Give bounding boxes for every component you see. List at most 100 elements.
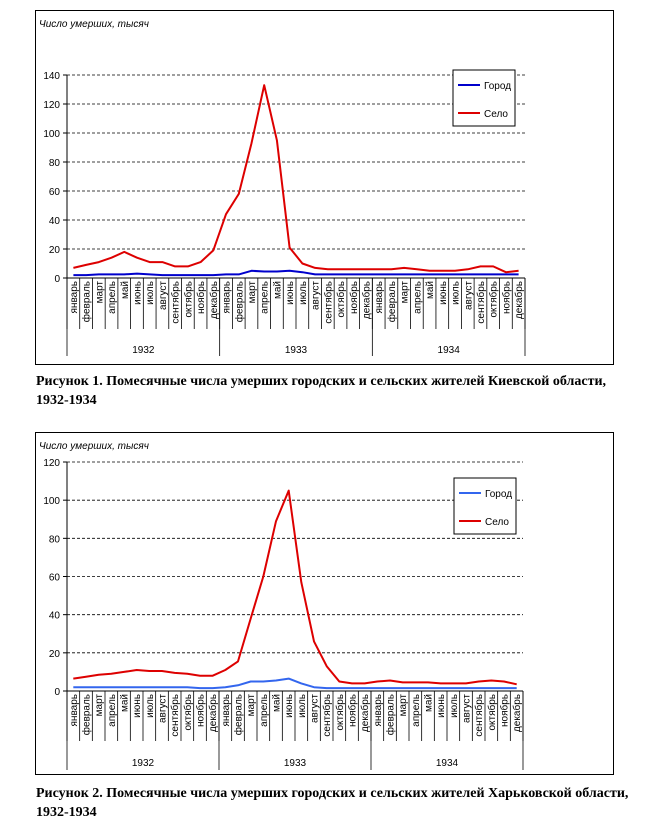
y-tick-label: 80	[49, 158, 61, 169]
month-label: январь	[221, 694, 232, 726]
month-label: апрель	[260, 281, 271, 314]
year-label: 1932	[132, 345, 155, 356]
month-label: июнь	[132, 694, 143, 718]
month-label: ноябрь	[195, 281, 207, 314]
month-label: январь	[222, 281, 233, 313]
month-label: январь	[373, 694, 384, 726]
legend-label: Город	[484, 81, 511, 92]
month-label: март	[398, 694, 409, 717]
month-label: октябрь	[486, 694, 498, 731]
chart-1-frame: Число умерших, тысяч 0 20 40 60 80 100 120 140 ян…	[35, 10, 614, 365]
month-label: апрель	[259, 694, 270, 727]
month-label: декабрь	[513, 281, 525, 319]
month-label: август	[158, 281, 169, 310]
city-series-line	[73, 269, 519, 277]
month-label: апрель	[411, 694, 422, 727]
month-label: октябрь	[488, 281, 500, 318]
month-label: март	[94, 281, 105, 304]
month-label: октябрь	[182, 694, 194, 731]
month-label: январь	[69, 694, 80, 726]
y-tick-label: 60	[49, 187, 61, 198]
y-tick-label: 100	[43, 129, 60, 140]
month-label: март	[94, 694, 105, 717]
month-label: июнь	[284, 694, 295, 718]
month-label: ноябрь	[499, 694, 511, 727]
month-label: июнь	[285, 281, 296, 305]
year-label: 1933	[285, 345, 308, 356]
month-label: сентябрь	[322, 281, 334, 324]
month-label: май	[120, 281, 131, 299]
month-label: август	[463, 281, 474, 310]
legend-label: Село	[484, 109, 508, 120]
month-label: февраль	[386, 281, 398, 322]
month-label: декабрь	[359, 694, 371, 732]
month-label: июнь	[438, 281, 449, 305]
legend-label: Село	[485, 517, 509, 528]
month-label: март	[247, 281, 258, 304]
legend-label: Город	[485, 489, 512, 500]
month-label: июль	[298, 281, 309, 305]
month-label: февраль	[81, 694, 93, 735]
month-label: апрель	[412, 281, 423, 314]
month-label: июнь	[132, 281, 143, 305]
y-tick-label: 80	[49, 534, 61, 545]
y-tick-label: 40	[49, 216, 61, 227]
month-label: сентябрь	[473, 694, 485, 737]
legend-box	[453, 477, 517, 535]
y-axis-title: Число умерших, тысяч	[39, 441, 149, 452]
month-label: ноябрь	[195, 694, 207, 727]
month-label: май	[272, 281, 283, 299]
month-label: июль	[451, 281, 462, 305]
month-label: июль	[145, 281, 156, 305]
month-label: февраль	[81, 281, 93, 322]
month-label: август	[462, 694, 473, 723]
y-tick-label: 40	[49, 611, 61, 622]
month-label: май	[120, 694, 131, 712]
year-label: 1932	[132, 758, 155, 769]
month-label: август	[158, 694, 169, 723]
month-label: март	[400, 281, 411, 304]
month-label: декабрь	[511, 694, 523, 732]
figure-1-caption: Рисунок 1. Помесячные числа умерших горо…	[36, 374, 607, 408]
y-tick-label: 60	[49, 573, 61, 584]
month-label: январь	[69, 281, 80, 313]
month-label: август	[310, 694, 321, 723]
month-label: март	[246, 694, 257, 717]
month-label: июль	[449, 694, 460, 718]
month-label: сентябрь	[169, 694, 181, 737]
y-tick-label: 20	[49, 649, 61, 660]
village-series-line	[73, 84, 519, 274]
month-label: май	[424, 694, 435, 712]
month-label: декабрь	[360, 281, 372, 319]
month-label: январь	[374, 281, 385, 313]
y-tick-label: 120	[43, 458, 60, 469]
year-label: 1934	[436, 758, 459, 769]
month-label: ноябрь	[347, 694, 359, 727]
month-label: июль	[145, 694, 156, 718]
month-label: сентябрь	[170, 281, 182, 324]
y-tick-label: 140	[43, 71, 60, 82]
month-label: октябрь	[335, 281, 347, 318]
chart-2-kharkov: Число умерших, тысяч 0 20 40 60 80 100 120 январ…	[39, 441, 524, 770]
y-tick-label: 120	[43, 100, 60, 111]
month-label: февраль	[233, 281, 245, 322]
month-label: июль	[297, 694, 308, 718]
month-label: сентябрь	[475, 281, 487, 324]
y-tick-label: 100	[43, 496, 60, 507]
month-label: апрель	[107, 694, 118, 727]
village-series-line	[73, 489, 517, 686]
month-label: август	[311, 281, 322, 310]
month-label: октябрь	[334, 694, 346, 731]
chart-1-kiev: Число умерших, тысяч 0 20 40 60 80 100 120 140 ян…	[39, 19, 526, 356]
month-label: декабрь	[208, 281, 220, 319]
month-label: февраль	[233, 694, 245, 735]
month-label: декабрь	[207, 694, 219, 732]
month-label: июнь	[436, 694, 447, 718]
chart-2-frame: Число умерших, тысяч 0 20 40 60 80 100 120 январ…	[35, 432, 614, 775]
city-series-line	[73, 677, 517, 690]
year-label: 1934	[438, 345, 461, 356]
legend-box	[452, 69, 516, 127]
figure-2-caption: Рисунок 2. Помесячные числа умерших горо…	[36, 786, 629, 820]
month-label: ноябрь	[348, 281, 360, 314]
month-label: май	[272, 694, 283, 712]
